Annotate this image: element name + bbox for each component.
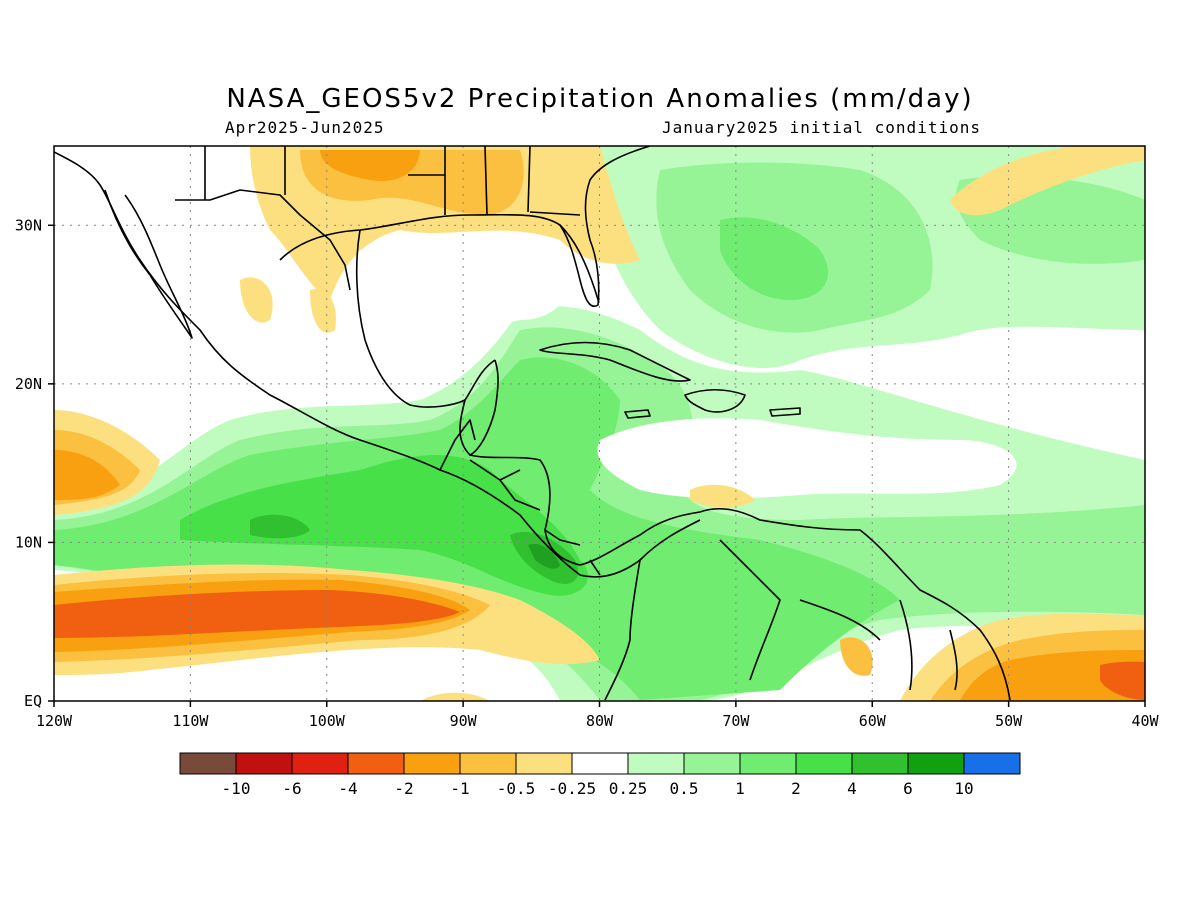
colombia-venezuela-border <box>719 539 958 691</box>
eq-pacific-dry <box>420 692 490 701</box>
lat-lon-grid <box>54 146 1145 701</box>
costa-rica-wet-peak <box>528 543 560 569</box>
y-tick-label: 10N <box>15 533 42 551</box>
x-tick-label: 50W <box>995 712 1023 730</box>
colorbar-swatch <box>963 752 1021 775</box>
forecast-period: Apr2025-Jun2025 <box>225 118 385 137</box>
colorbar: -10 -6 -4 -2 -1 -0.5 -0.25 0.25 0.5 1 2 4 6 10 <box>179 752 1021 798</box>
x-tick-label: 110W <box>172 712 209 730</box>
chart-title: NASA_GEOS5v2 Precipitation Anomalies (mm… <box>226 84 974 114</box>
colorbar-label: -6 <box>282 779 301 798</box>
anomaly-field <box>54 146 1145 701</box>
colorbar-label: 6 <box>903 779 913 798</box>
colorbar-label: -4 <box>338 779 357 798</box>
x-tick-label: 70W <box>722 712 750 730</box>
central-america-caribbean-coast <box>469 454 701 566</box>
colorbar-label: -1 <box>450 779 469 798</box>
colorbar-label: 0.25 <box>609 779 648 798</box>
colorbar-swatch <box>907 752 965 775</box>
colorbar-swatch <box>459 752 517 775</box>
mexico-pacific-wet-core <box>180 455 589 596</box>
colorbar-label: -2 <box>394 779 413 798</box>
colorbar-swatch <box>627 752 685 775</box>
us-mexico-border <box>175 189 351 291</box>
colorbar-label: 10 <box>954 779 973 798</box>
colorbar-swatch <box>235 752 293 775</box>
jamaica <box>624 409 651 419</box>
latitude-axis: EQ 10N 20N 30N <box>15 216 54 710</box>
mexico-wet-spot <box>250 514 310 539</box>
x-tick-label: 80W <box>586 712 614 730</box>
baja-california <box>104 189 193 339</box>
hispaniola <box>684 388 746 413</box>
florida <box>559 146 651 307</box>
colorbar-swatch <box>179 752 237 775</box>
colorbar-swatch <box>347 752 405 775</box>
guiana-dry <box>960 650 1145 701</box>
colorbar-label: -10 <box>222 779 251 798</box>
x-tick-label: 60W <box>859 712 887 730</box>
colorbar-swatch <box>851 752 909 775</box>
gulf-of-mexico-coast <box>279 213 600 408</box>
atlantic-dry-streak <box>950 146 1145 216</box>
y-tick-label: 30N <box>15 216 42 234</box>
us-dry-max <box>320 150 420 181</box>
mexico-dry-patch <box>240 277 273 323</box>
pacific-dry-core <box>54 590 460 638</box>
colorbar-label: 0.5 <box>670 779 699 798</box>
longitude-axis: 120W 110W 100W 90W 80W 70W 60W 50W 40W <box>36 701 1160 730</box>
cuba <box>539 341 691 382</box>
colombia-dry <box>690 484 755 508</box>
mexico-us-pacific-coast <box>54 151 701 578</box>
caribbean-neutral <box>597 418 1017 499</box>
x-tick-label: 90W <box>450 712 478 730</box>
equatorial-atlantic-dry-core <box>1100 661 1145 700</box>
colorbar-label: 4 <box>847 779 857 798</box>
puerto-rico <box>769 407 801 417</box>
x-tick-label: 100W <box>309 712 346 730</box>
colorbar-swatch <box>739 752 797 775</box>
y-tick-label: EQ <box>24 692 42 710</box>
northern-sa-dry <box>840 637 873 676</box>
colorbar-label: 2 <box>791 779 801 798</box>
initial-conditions: January2025 initial conditions <box>662 118 981 137</box>
colorbar-swatch <box>291 752 349 775</box>
coastlines <box>54 146 1011 701</box>
atlantic-wet-inner <box>720 217 829 300</box>
colorbar-swatch <box>795 752 853 775</box>
colorbar-swatch <box>683 752 741 775</box>
x-tick-label: 40W <box>1131 712 1159 730</box>
colorbar-label: -0.25 <box>548 779 596 798</box>
colorbar-swatch <box>403 752 461 775</box>
us-state-lines <box>204 146 581 216</box>
colorbar-swatch <box>571 752 629 775</box>
gulf-neutral <box>329 236 568 381</box>
colorbar-label: 1 <box>735 779 745 798</box>
baja-dry-patch <box>310 289 336 333</box>
northeast-pacific-dry <box>54 450 120 500</box>
south-america-pacific-coast <box>604 559 641 701</box>
yucatan <box>459 359 499 456</box>
south-america-north-coast <box>699 507 1011 701</box>
colorbar-swatch <box>515 752 573 775</box>
y-tick-label: 20N <box>15 375 42 393</box>
x-tick-label: 120W <box>36 712 73 730</box>
central-america-borders <box>439 419 601 576</box>
colorbar-label: -0.5 <box>497 779 536 798</box>
